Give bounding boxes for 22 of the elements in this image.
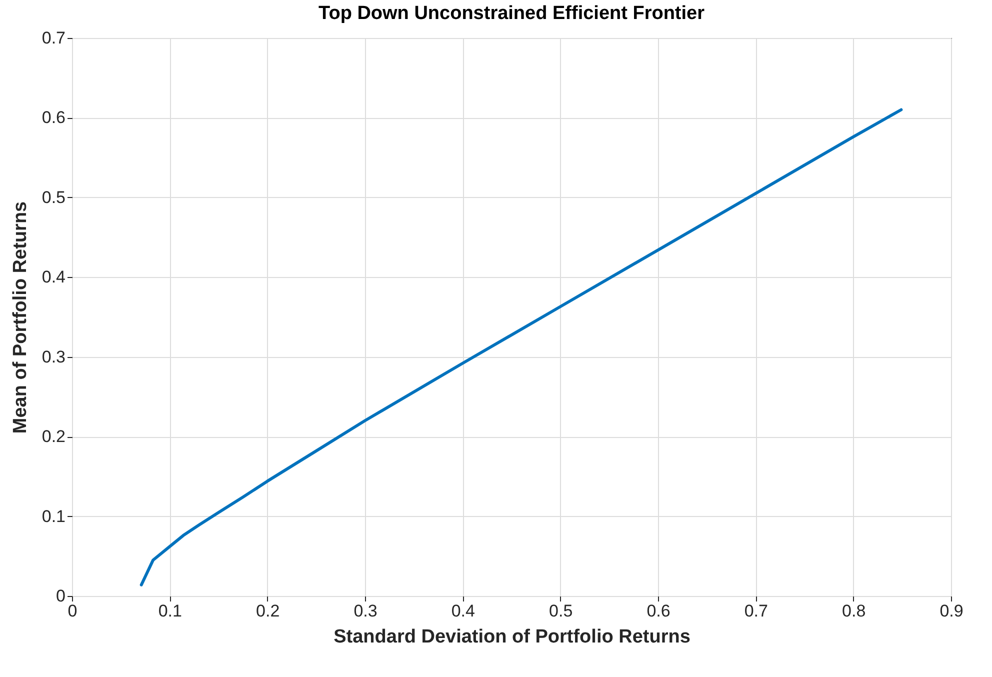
x-tick-label: 0.3 (354, 602, 378, 620)
x-tick-label: 0.7 (744, 602, 768, 620)
x-tick-label: 0.1 (158, 602, 182, 620)
x-tick-label: 0.4 (451, 602, 475, 620)
y-tick-label: 0.7 (42, 28, 66, 48)
y-tick-label: 0.4 (42, 268, 66, 287)
y-axis-title: Mean of Portfolio Returns (10, 201, 31, 434)
x-tick-label: 0.6 (646, 602, 670, 620)
x-tick-label: 0.5 (549, 602, 573, 620)
x-tick-label: 0.8 (842, 602, 866, 620)
x-tick-label: 0 (68, 602, 78, 620)
y-tick-label: 0.6 (42, 108, 66, 128)
y-tick-label: 0.2 (42, 427, 66, 446)
y-tick-label: 0.1 (42, 506, 66, 526)
line-series (140, 108, 903, 586)
x-tick-label: 0.9 (940, 602, 964, 620)
chart-title: Top Down Unconstrained Efficient Frontier (318, 3, 706, 24)
x-tick-label: 0.2 (256, 602, 280, 620)
y-tick-label: 0.5 (42, 188, 66, 207)
y-tick-label: 0 (56, 586, 66, 606)
y-tick-label: 0.3 (42, 347, 66, 366)
x-axis-title: Standard Deviation of Portfolio Returns (334, 626, 690, 648)
